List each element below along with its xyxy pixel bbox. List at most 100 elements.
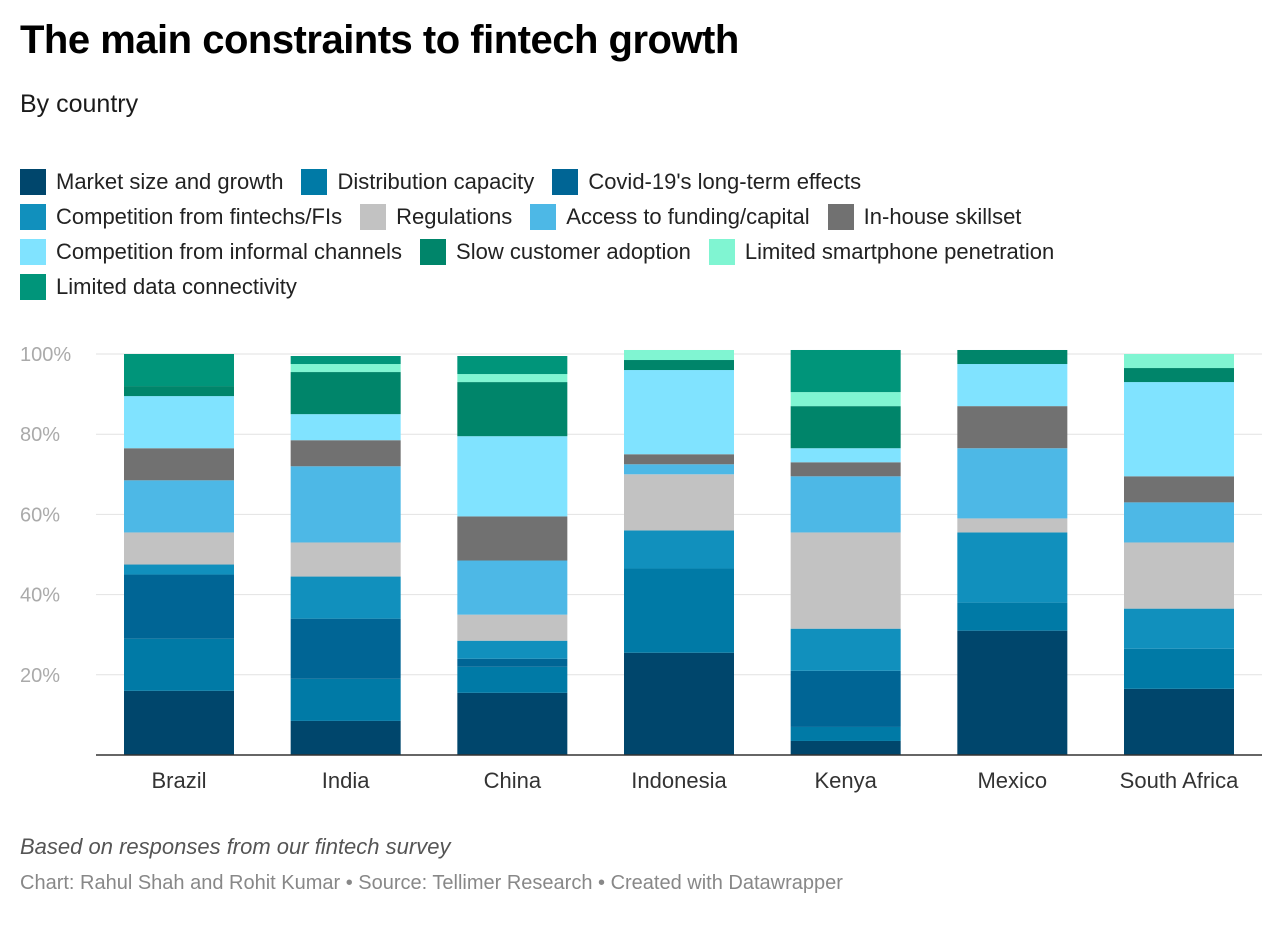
bar-segment <box>1124 608 1234 649</box>
bar-segment <box>290 364 401 373</box>
bar-segment <box>290 678 401 721</box>
bar-segment <box>124 448 234 481</box>
chart-source: Chart: Rahul Shah and Rohit Kumar • Sour… <box>20 872 843 894</box>
bar-segment <box>624 652 734 755</box>
y-tick-label: 80% <box>20 424 60 446</box>
x-tick-label: China <box>484 768 542 793</box>
bar-segment <box>1124 688 1234 755</box>
bar-segment <box>124 480 234 533</box>
legend-item: Competition from informal channels <box>20 238 403 265</box>
bar-segment <box>457 356 568 375</box>
legend-label: In-house skillset <box>863 203 1022 229</box>
bar-segment <box>624 474 734 531</box>
legend-label: Competition from informal channels <box>56 238 403 264</box>
bar-segment <box>1124 476 1234 503</box>
legend-item: In-house skillset <box>827 203 1022 230</box>
legend-label: Limited data connectivity <box>56 273 297 299</box>
bar-segment <box>457 692 568 755</box>
bar-segment <box>624 370 734 455</box>
bar-segment <box>1124 542 1234 609</box>
bar-segment <box>790 532 901 629</box>
bar-segment <box>624 464 734 475</box>
bar-segment <box>790 462 901 477</box>
legend-swatch <box>552 168 579 195</box>
bar-segment <box>457 560 568 615</box>
legend-row: Limited data connectivity <box>20 269 1260 304</box>
legend-swatch <box>301 168 328 195</box>
x-tick-label: Mexico <box>977 768 1047 793</box>
chart-legend: Market size and growth Distribution capac… <box>20 164 1260 304</box>
bar-segment <box>624 568 734 653</box>
bar-segment <box>290 356 401 365</box>
x-tick-label: India <box>322 768 370 793</box>
legend-item: Access to funding/capital <box>530 203 810 230</box>
legend-swatch <box>20 238 46 265</box>
bar-segment <box>1124 368 1234 383</box>
bar-segment <box>290 618 401 679</box>
bar-segment <box>290 466 401 543</box>
legend-label: Market size and growth <box>56 168 284 194</box>
legend-swatch <box>20 273 46 300</box>
legend-row: Competition from fintechs/FIs Regulations… <box>20 199 1260 234</box>
bar-segment <box>457 640 568 659</box>
bar-segment <box>790 740 901 755</box>
legend-swatch <box>360 203 387 230</box>
stacked-bar-chart: 20% 40% 60% 80% 100% Brazil India China Indonesi… <box>20 344 1262 793</box>
bar-segment <box>457 516 568 561</box>
chart-title: The main constraints to fintech growth <box>20 18 739 62</box>
legend-item: Limited smartphone penetration <box>708 238 1054 265</box>
bar-segment <box>957 364 1068 407</box>
bar-segment <box>124 386 234 397</box>
bar-segment <box>790 448 901 463</box>
bar-segment <box>124 690 234 755</box>
y-tick-label: 60% <box>20 504 60 526</box>
bar-segment <box>290 576 401 619</box>
bar-segment <box>790 349 901 393</box>
legend-label: Regulations <box>396 203 513 229</box>
legend-label: Competition from fintechs/FIs <box>56 203 343 229</box>
bar-segment <box>624 454 734 465</box>
legend-item: Distribution capacity <box>301 168 535 195</box>
x-tick-label: Brazil <box>151 768 206 793</box>
y-tick-label: 40% <box>20 585 60 607</box>
bar-segment <box>957 448 1068 519</box>
bar-segment <box>1124 648 1234 689</box>
legend-label: Distribution capacity <box>337 168 535 194</box>
legend-label: Slow customer adoption <box>456 238 691 264</box>
bar-segment <box>957 602 1068 631</box>
legend-swatch <box>420 238 447 265</box>
legend-swatch <box>530 203 557 230</box>
legend-item: Regulations <box>360 203 513 230</box>
legend-label: Covid-19's long-term effects <box>588 168 862 194</box>
bar-segment <box>1124 354 1234 369</box>
bar-segment <box>957 532 1068 603</box>
chart-subtitle: By country <box>20 90 139 118</box>
bar-segment <box>457 382 568 437</box>
legend-item: Competition from fintechs/FIs <box>20 203 343 230</box>
bar-segment <box>290 542 401 577</box>
legend-swatch <box>20 203 46 230</box>
x-tick-label: Indonesia <box>631 768 727 793</box>
legend-item: Limited data connectivity <box>20 273 297 300</box>
bar-segment <box>790 406 901 449</box>
bar-segment <box>790 476 901 533</box>
bar-segment <box>124 564 234 575</box>
legend-swatch <box>20 168 46 195</box>
chart-note: Based on responses from our fintech surv… <box>20 834 451 859</box>
y-tick-label: 100% <box>20 344 71 366</box>
bar-segment <box>124 354 234 387</box>
legend-item: Market size and growth <box>20 168 284 195</box>
bar-segment <box>1124 502 1234 543</box>
legend-item: Slow customer adoption <box>420 238 691 265</box>
legend-item: Covid-19's long-term effects <box>552 168 862 195</box>
bar-segment <box>124 638 234 691</box>
legend-row: Competition from informal channels Slow c… <box>20 234 1260 269</box>
x-tick-label: South Africa <box>1120 768 1239 793</box>
bar-segment <box>290 372 401 415</box>
y-tick-label: 20% <box>20 665 60 687</box>
bar-segment <box>790 670 901 727</box>
x-tick-label: Kenya <box>814 768 877 793</box>
bar-segment <box>1124 382 1234 477</box>
bar-segment <box>290 720 401 755</box>
bar-segment <box>457 658 568 667</box>
